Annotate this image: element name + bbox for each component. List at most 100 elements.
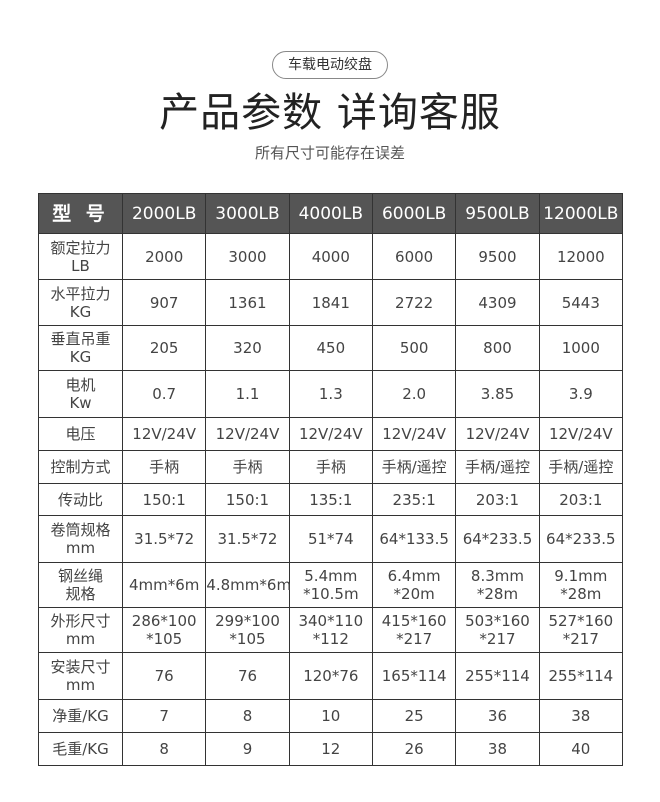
cell-text: 76 bbox=[237, 667, 258, 685]
table-row: 安装尺寸 mm 76 76 120*76 165*114 255*114 255*114 bbox=[38, 652, 624, 700]
cell-text: 2.0 bbox=[402, 385, 427, 403]
cell-text: 7 bbox=[159, 707, 169, 725]
table-cell: 6.4mm *20m bbox=[371, 562, 457, 608]
column-header: 6000LB bbox=[371, 193, 457, 234]
table-cell: 9 bbox=[205, 732, 290, 766]
cell-text: 135:1 bbox=[309, 490, 353, 509]
cell-text: mm bbox=[65, 676, 96, 694]
table-cell: 415*160 *217 bbox=[371, 607, 457, 653]
table-row: 垂直吊重 KG 205 320 450 500 800 1000 bbox=[38, 325, 624, 371]
table-cell: 0.7 bbox=[121, 370, 207, 418]
cell-text: 5.4mm bbox=[304, 567, 358, 585]
table-cell: 31.5*72 bbox=[205, 515, 290, 563]
cell-text: 手柄/遥控 bbox=[381, 458, 447, 476]
table-cell: 286*100 *105 bbox=[121, 607, 207, 653]
cell-text: 120*76 bbox=[303, 667, 359, 685]
cell-text: 9 bbox=[242, 740, 253, 758]
cell-text: mm bbox=[65, 630, 96, 648]
cell-text: 12 bbox=[321, 740, 341, 758]
cell-text: 5443 bbox=[561, 293, 600, 312]
table-cell: 10 bbox=[288, 699, 373, 733]
page-title: 产品参数 详询客服 bbox=[159, 90, 501, 136]
cell-text: 9500 bbox=[478, 247, 517, 266]
table-cell: 2722 bbox=[371, 279, 457, 326]
table-cell: 203:1 bbox=[455, 483, 540, 516]
column-header: 3000LB bbox=[205, 193, 290, 234]
table-row: 外形尺寸 mm 286*100 *105 299*100 *105 340*110 *112 4… bbox=[38, 607, 624, 653]
table-cell: 4309 bbox=[455, 279, 540, 326]
table-row: 电机 Kw 0.7 1.1 1.3 2.0 3.85 3.9 bbox=[38, 370, 624, 418]
cell-text: *112 bbox=[312, 630, 349, 648]
cell-text: 电机 bbox=[65, 376, 96, 394]
cell-text: 76 bbox=[154, 667, 174, 685]
cell-text: 2722 bbox=[395, 293, 434, 312]
table-cell: 手柄 bbox=[121, 450, 207, 484]
cell-text: 255*114 bbox=[548, 667, 614, 685]
cell-text: 手柄 bbox=[149, 458, 180, 476]
table-cell: 450 bbox=[288, 325, 373, 371]
cell-text: *217 bbox=[396, 630, 433, 648]
table-cell: 203:1 bbox=[538, 483, 624, 516]
table-cell: 150:1 bbox=[121, 483, 207, 516]
table-cell: 12V/24V bbox=[288, 417, 373, 451]
cell-text: 3.9 bbox=[568, 385, 593, 403]
table-cell: 31.5*72 bbox=[121, 515, 207, 563]
cell-text: 31.5*72 bbox=[134, 530, 195, 548]
cell-text: 12V/24V bbox=[465, 425, 530, 443]
cell-text: 8.3mm bbox=[470, 567, 525, 585]
cell-text: *10.5m bbox=[303, 585, 359, 603]
row-label: 卷筒规格 mm bbox=[38, 515, 123, 563]
row-label: 外形尺寸 mm bbox=[38, 607, 123, 653]
cell-text: 12V/24V bbox=[215, 425, 280, 443]
cell-text: 控制方式 bbox=[50, 458, 111, 476]
row-label: 电机 Kw bbox=[38, 370, 123, 418]
table-cell: 手柄 bbox=[205, 450, 290, 484]
table-row: 传动比 150:1 150:1 135:1 235:1 203:1 203:1 bbox=[38, 483, 624, 516]
table-cell: 40 bbox=[538, 732, 624, 766]
table-cell: 36 bbox=[455, 699, 540, 733]
cell-text: LB bbox=[71, 256, 90, 275]
cell-text: 手柄/遥控 bbox=[548, 458, 614, 476]
table-cell: 2.0 bbox=[371, 370, 457, 418]
table-cell: 1841 bbox=[288, 279, 373, 326]
cell-text: 907 bbox=[149, 293, 179, 312]
table-cell: 12V/24V bbox=[371, 417, 457, 451]
cell-text: 38 bbox=[487, 740, 508, 758]
table-cell: 76 bbox=[121, 652, 207, 700]
cell-text: 8 bbox=[242, 707, 253, 725]
cell-text: 传动比 bbox=[57, 490, 103, 509]
cell-text: *105 bbox=[229, 630, 266, 648]
table-cell: 64*233.5 bbox=[455, 515, 540, 563]
cell-text: 3000 bbox=[228, 247, 267, 266]
row-label: 额定拉力 LB bbox=[38, 233, 123, 280]
cell-text: 286*100 bbox=[131, 612, 197, 630]
table-cell: 8 bbox=[205, 699, 290, 733]
cell-text: 800 bbox=[483, 339, 512, 357]
table-cell: 165*114 bbox=[371, 652, 457, 700]
table-cell: 4.8mm*6m bbox=[205, 562, 291, 608]
cell-text: 150:1 bbox=[225, 490, 270, 509]
cell-text: 36 bbox=[487, 707, 508, 725]
table-cell: 25 bbox=[371, 699, 457, 733]
table-cell: 3000 bbox=[205, 233, 290, 280]
column-header: 型 号 bbox=[38, 193, 123, 234]
cell-text: KG bbox=[69, 348, 92, 366]
cell-text: 安装尺寸 bbox=[50, 658, 111, 676]
table-cell: 7 bbox=[121, 699, 207, 733]
table-row: 卷筒规格 mm 31.5*72 31.5*72 51*74 64*133.5 64*233.… bbox=[38, 515, 624, 563]
cell-text: 卷筒规格 bbox=[50, 521, 111, 539]
table-cell: 12 bbox=[288, 732, 373, 766]
row-label: 毛重/KG bbox=[38, 732, 123, 766]
cell-text: 10 bbox=[321, 707, 341, 725]
cell-text: 25 bbox=[404, 707, 424, 725]
table-row: 钢丝绳 规格 4mm*6m 4.8mm*6m 5.4mm *10.5m 6.4mm *20m 8… bbox=[38, 562, 624, 608]
table-cell: 64*233.5 bbox=[538, 515, 624, 563]
table-cell: 120*76 bbox=[288, 652, 373, 700]
table-cell: 76 bbox=[205, 652, 290, 700]
table-cell: 手柄 bbox=[288, 450, 373, 484]
cell-text: 203:1 bbox=[475, 490, 520, 509]
cell-text: 1361 bbox=[228, 293, 267, 312]
table-cell: 800 bbox=[455, 325, 540, 371]
cell-text: KG bbox=[69, 302, 92, 321]
cell-text: 12V/24V bbox=[298, 425, 363, 443]
